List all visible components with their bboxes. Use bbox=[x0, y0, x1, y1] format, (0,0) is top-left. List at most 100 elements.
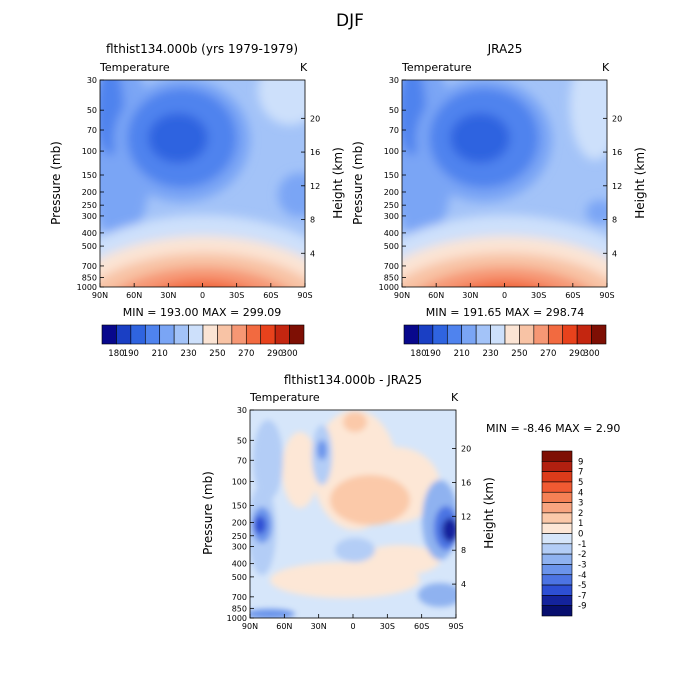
y-tick-label: 400 bbox=[82, 229, 97, 238]
colorbar-label: 290 bbox=[569, 349, 585, 359]
x-tick-label: 30S bbox=[380, 622, 395, 631]
colorbar-label: -1 bbox=[578, 540, 586, 550]
right-axis-label: Height (km) bbox=[331, 147, 345, 218]
colorbar-swatch bbox=[562, 324, 578, 345]
y-tick-label: 100 bbox=[232, 477, 247, 486]
colorbar-label: 1 bbox=[578, 519, 583, 529]
y-tick-label: 50 bbox=[237, 436, 247, 445]
y-tick-label: 700 bbox=[82, 262, 97, 271]
y-tick-label: 30 bbox=[87, 76, 97, 85]
field-label: Temperature bbox=[401, 61, 472, 74]
colorbar-label: 190 bbox=[425, 349, 441, 359]
y-tick-label: 70 bbox=[87, 126, 97, 135]
colorbar-swatch bbox=[547, 324, 564, 345]
colorbar-swatch bbox=[245, 324, 262, 345]
height-tick-label: 8 bbox=[612, 216, 617, 225]
height-tick-label: 20 bbox=[612, 114, 622, 123]
y-tick-label: 200 bbox=[384, 188, 399, 197]
x-tick-label: 0 bbox=[502, 291, 507, 300]
min-max-stats: MIN = 191.65 MAX = 298.74 bbox=[426, 306, 584, 319]
panel-title: flthist134.000b (yrs 1979-1979) bbox=[106, 42, 298, 56]
colorbar-swatch bbox=[541, 512, 573, 524]
colorbar-swatch bbox=[504, 324, 520, 345]
colorbar-label: -5 bbox=[578, 581, 586, 591]
colorbar-label: 270 bbox=[238, 349, 254, 359]
colorbar-label: 9 bbox=[578, 457, 583, 467]
colorbar-label: 180 bbox=[410, 349, 426, 359]
colorbar-label: 210 bbox=[454, 349, 470, 359]
colorbar-swatch bbox=[541, 450, 573, 462]
height-tick-label: 16 bbox=[310, 148, 320, 157]
colorbar-swatch bbox=[173, 324, 189, 345]
min-max-stats: MIN = 193.00 MAX = 299.09 bbox=[123, 306, 281, 319]
colorbar-swatch bbox=[202, 324, 218, 345]
colorbar-swatch bbox=[541, 533, 573, 545]
y-tick-label: 500 bbox=[232, 573, 247, 582]
x-tick-label: 60N bbox=[126, 291, 142, 300]
colorbar-label: 5 bbox=[578, 478, 583, 488]
colorbar-swatch bbox=[418, 324, 434, 345]
colorbar-swatch bbox=[490, 324, 506, 345]
x-tick-label: 60N bbox=[428, 291, 444, 300]
right-axis-label: Height (km) bbox=[633, 147, 647, 218]
y-tick-label: 250 bbox=[232, 532, 247, 541]
y-tick-label: 700 bbox=[232, 593, 247, 602]
height-tick-label: 12 bbox=[461, 512, 471, 521]
y-tick-label: 850 bbox=[232, 604, 247, 613]
y-tick-label: 1000 bbox=[379, 283, 399, 292]
colorbar-swatch bbox=[541, 584, 573, 596]
x-tick-label: 60N bbox=[276, 622, 292, 631]
colorbar-label: 300 bbox=[281, 349, 297, 359]
y-tick-label: 150 bbox=[384, 171, 399, 180]
y-tick-label: 850 bbox=[82, 273, 97, 282]
colorbar-swatch bbox=[446, 324, 463, 345]
y-tick-label: 850 bbox=[384, 273, 399, 282]
colorbar-label: 7 bbox=[578, 468, 583, 478]
y-axis-label: Pressure (mb) bbox=[49, 141, 63, 225]
right-axis-label: Height (km) bbox=[482, 477, 496, 548]
colorbar-label: 270 bbox=[540, 349, 556, 359]
colorbar-swatch bbox=[159, 324, 175, 345]
y-tick-label: 400 bbox=[232, 560, 247, 569]
y-tick-label: 250 bbox=[384, 201, 399, 210]
colorbar-label: 0 bbox=[578, 530, 583, 540]
height-tick-label: 16 bbox=[461, 478, 471, 487]
colorbar-swatch bbox=[260, 324, 276, 345]
y-tick-label: 250 bbox=[82, 201, 97, 210]
units-label: K bbox=[451, 391, 459, 404]
colorbar-swatch bbox=[116, 324, 132, 345]
y-tick-label: 1000 bbox=[227, 614, 247, 623]
x-tick-label: 90S bbox=[297, 291, 312, 300]
height-tick-label: 12 bbox=[612, 182, 622, 191]
colorbar-label: 4 bbox=[578, 488, 583, 498]
x-tick-label: 0 bbox=[200, 291, 205, 300]
difference-panel: flthist134.000b - JRA25 Temperature K bbox=[201, 373, 620, 631]
y-tick-label: 70 bbox=[389, 126, 399, 135]
height-tick-label: 16 bbox=[612, 148, 622, 157]
colorbar-label: 230 bbox=[482, 349, 498, 359]
colorbar-swatch bbox=[130, 324, 146, 345]
colorbar-label: 250 bbox=[209, 349, 225, 359]
field-label: Temperature bbox=[99, 61, 170, 74]
colorbar-swatch bbox=[591, 324, 607, 345]
colorbar-label: -4 bbox=[578, 571, 586, 581]
x-tick-label: 60S bbox=[565, 291, 580, 300]
y-tick-label: 100 bbox=[82, 147, 97, 156]
x-tick-label: 90N bbox=[92, 291, 108, 300]
y-tick-label: 700 bbox=[384, 262, 399, 271]
x-tick-label: 30N bbox=[462, 291, 478, 300]
height-tick-label: 20 bbox=[461, 445, 471, 454]
colorbar-swatch bbox=[432, 324, 448, 345]
colorbar-swatch bbox=[541, 522, 573, 534]
colorbar-swatch bbox=[475, 324, 491, 345]
contour-field bbox=[402, 80, 607, 287]
colorbar-label: 300 bbox=[583, 349, 599, 359]
x-tick-label: 0 bbox=[350, 622, 355, 631]
colorbar-swatch bbox=[541, 605, 573, 617]
x-tick-label: 60S bbox=[263, 291, 278, 300]
y-axis-label: Pressure (mb) bbox=[351, 141, 365, 225]
y-tick-label: 50 bbox=[389, 106, 399, 115]
y-axis-label: Pressure (mb) bbox=[201, 471, 215, 555]
colorbar-label: 210 bbox=[152, 349, 168, 359]
